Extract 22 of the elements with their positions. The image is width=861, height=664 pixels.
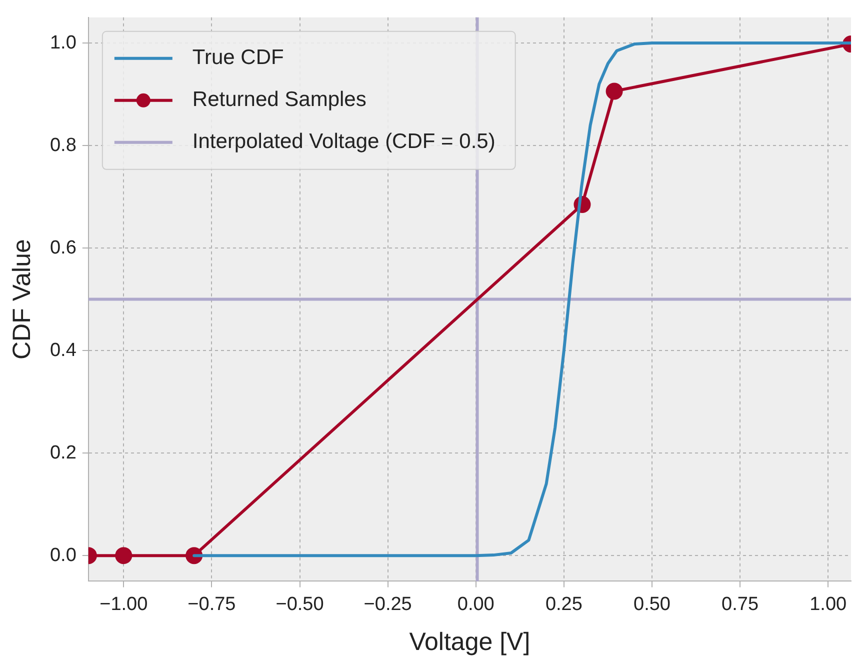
- y-tick-label: 0.2: [50, 442, 76, 464]
- x-tick-label: 0.00: [457, 594, 494, 615]
- point: [606, 82, 623, 100]
- point: [115, 547, 132, 564]
- y-tick-label: 0.8: [50, 134, 76, 156]
- x-tick-label: 1.00: [810, 594, 847, 615]
- x-tick-label: −0.75: [188, 594, 236, 615]
- y-axis-title: CDF Value: [8, 239, 36, 360]
- y-tick-label: 0.0: [50, 544, 76, 566]
- legend-label: Interpolated Voltage (CDF = 0.5): [192, 130, 496, 154]
- x-axis-title: Voltage [V]: [409, 628, 530, 656]
- x-tick-label: −1.00: [100, 594, 148, 615]
- x-tick-label: 0.25: [545, 594, 582, 615]
- y-tick-label: 1.0: [50, 32, 76, 54]
- y-tick-label: 0.4: [50, 340, 77, 361]
- legend-label: Returned Samples: [192, 88, 366, 112]
- x-tick-label: 0.75: [722, 594, 759, 615]
- y-tick-label: 0.6: [50, 237, 76, 258]
- x-tick-label: −0.25: [364, 594, 412, 615]
- x-tick-label: −0.50: [276, 594, 324, 615]
- legend-label: True CDF: [192, 46, 284, 70]
- x-tick-label: 0.50: [633, 594, 670, 615]
